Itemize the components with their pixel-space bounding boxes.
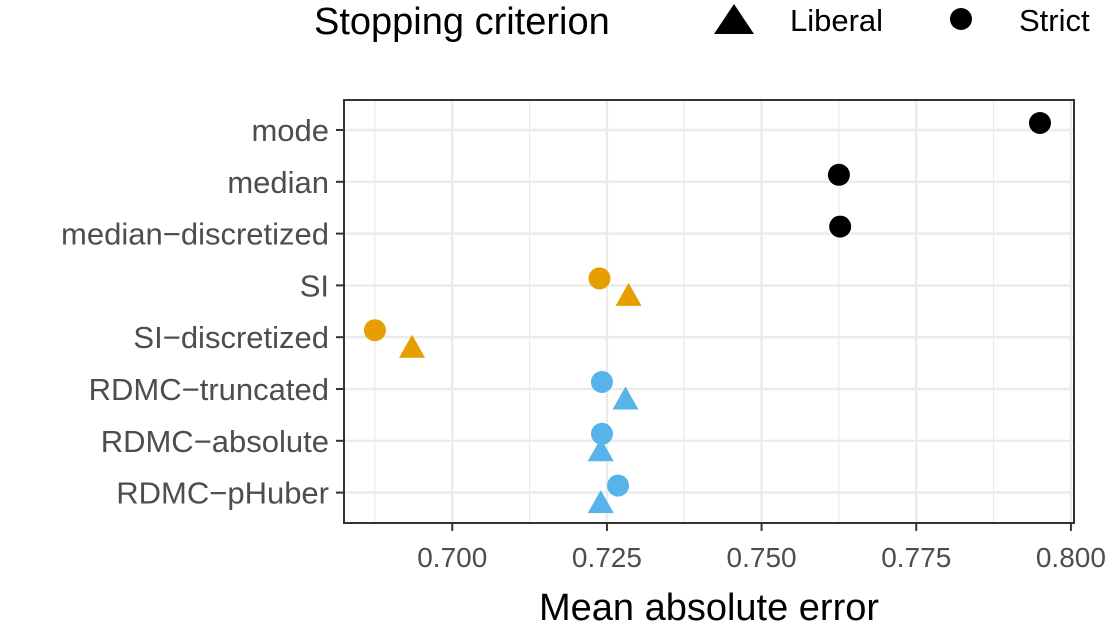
y-tick-label: SI−discretized [133, 320, 329, 355]
x-tick-label: 0.700 [417, 542, 487, 573]
data-point-circle [590, 422, 613, 445]
data-point-triangle [615, 282, 642, 306]
legend-triangle-icon [714, 4, 754, 34]
data-point-circle [590, 371, 613, 393]
y-tick-label: median−discretized [61, 217, 329, 252]
y-tick-label: RDMC−truncated [89, 372, 329, 407]
y-tick-label: median [227, 165, 329, 200]
x-tick-label: 0.750 [727, 542, 797, 573]
plot-panel [343, 99, 1075, 524]
x-tick-label: 0.725 [572, 542, 642, 573]
data-point-triangle [399, 334, 426, 358]
x-axis: 0.700 0.725 0.750 0.775 0.800 [417, 523, 1106, 573]
legend-title: Stopping criterion [314, 1, 610, 43]
panel-background [344, 100, 1074, 523]
data-point-circle [829, 215, 852, 238]
x-tick-label: 0.800 [1036, 542, 1106, 573]
legend: Stopping criterion Liberal Strict [314, 1, 1090, 43]
data-point-circle [363, 319, 386, 342]
x-tick-label: 0.775 [881, 542, 951, 573]
legend-circle-icon [950, 8, 972, 30]
points-layer [363, 112, 1051, 514]
y-tick-label: RDMC−pHuber [116, 476, 329, 511]
x-axis-title: Mean absolute error [539, 587, 879, 627]
legend-label-strict: Strict [1019, 3, 1090, 38]
y-tick-label: RDMC−absolute [101, 424, 329, 459]
grid-major [344, 100, 1074, 523]
panel-border [343, 99, 1075, 524]
legend-label-liberal: Liberal [790, 3, 883, 38]
data-point-circle [607, 474, 630, 497]
y-axis: mode median median−discretized SI SI−discret… [61, 113, 344, 511]
data-point-circle [827, 163, 850, 186]
data-point-triangle [587, 438, 614, 462]
data-point-circle [1028, 112, 1051, 134]
data-point-triangle [612, 386, 639, 410]
y-tick-label: mode [251, 113, 329, 148]
data-point-circle [588, 267, 611, 290]
y-tick-label: SI [300, 268, 329, 303]
data-point-triangle [587, 490, 614, 514]
